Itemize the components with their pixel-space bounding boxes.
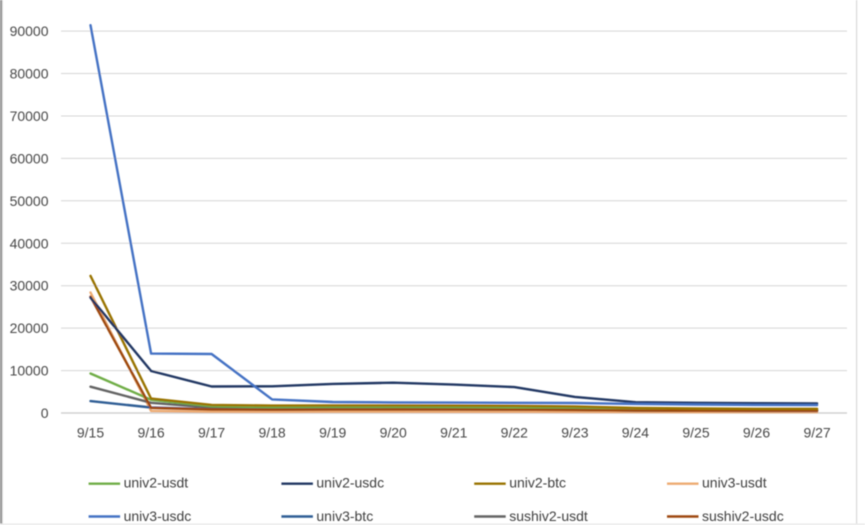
svg-text:sushiv2-usdt: sushiv2-usdt: [509, 508, 588, 524]
svg-text:9/27: 9/27: [803, 425, 830, 441]
svg-text:univ3-usdt: univ3-usdt: [702, 475, 767, 491]
svg-text:90000: 90000: [10, 23, 49, 39]
svg-text:univ2-usdc: univ2-usdc: [316, 475, 384, 491]
svg-text:9/25: 9/25: [682, 425, 709, 441]
svg-text:9/23: 9/23: [561, 425, 588, 441]
svg-text:9/18: 9/18: [258, 425, 285, 441]
svg-text:50000: 50000: [10, 193, 49, 209]
svg-text:70000: 70000: [10, 108, 49, 124]
svg-text:univ3-btc: univ3-btc: [316, 508, 373, 524]
svg-text:60000: 60000: [10, 150, 49, 166]
svg-text:9/19: 9/19: [319, 425, 346, 441]
svg-text:univ3-usdc: univ3-usdc: [124, 508, 192, 524]
svg-text:9/21: 9/21: [440, 425, 467, 441]
svg-text:9/15: 9/15: [77, 425, 104, 441]
svg-text:9/17: 9/17: [198, 425, 225, 441]
svg-text:9/26: 9/26: [743, 425, 770, 441]
svg-text:80000: 80000: [10, 66, 49, 82]
svg-text:20000: 20000: [10, 320, 49, 336]
svg-text:9/22: 9/22: [501, 425, 528, 441]
svg-text:40000: 40000: [10, 235, 49, 251]
svg-text:univ2-usdt: univ2-usdt: [124, 475, 189, 491]
svg-text:9/20: 9/20: [380, 425, 407, 441]
svg-text:9/24: 9/24: [622, 425, 649, 441]
svg-text:0: 0: [41, 405, 49, 421]
svg-text:30000: 30000: [10, 278, 49, 294]
svg-text:sushiv2-usdc: sushiv2-usdc: [702, 508, 784, 524]
svg-text:9/16: 9/16: [137, 425, 164, 441]
svg-text:10000: 10000: [10, 363, 49, 379]
svg-text:univ2-btc: univ2-btc: [509, 475, 566, 491]
